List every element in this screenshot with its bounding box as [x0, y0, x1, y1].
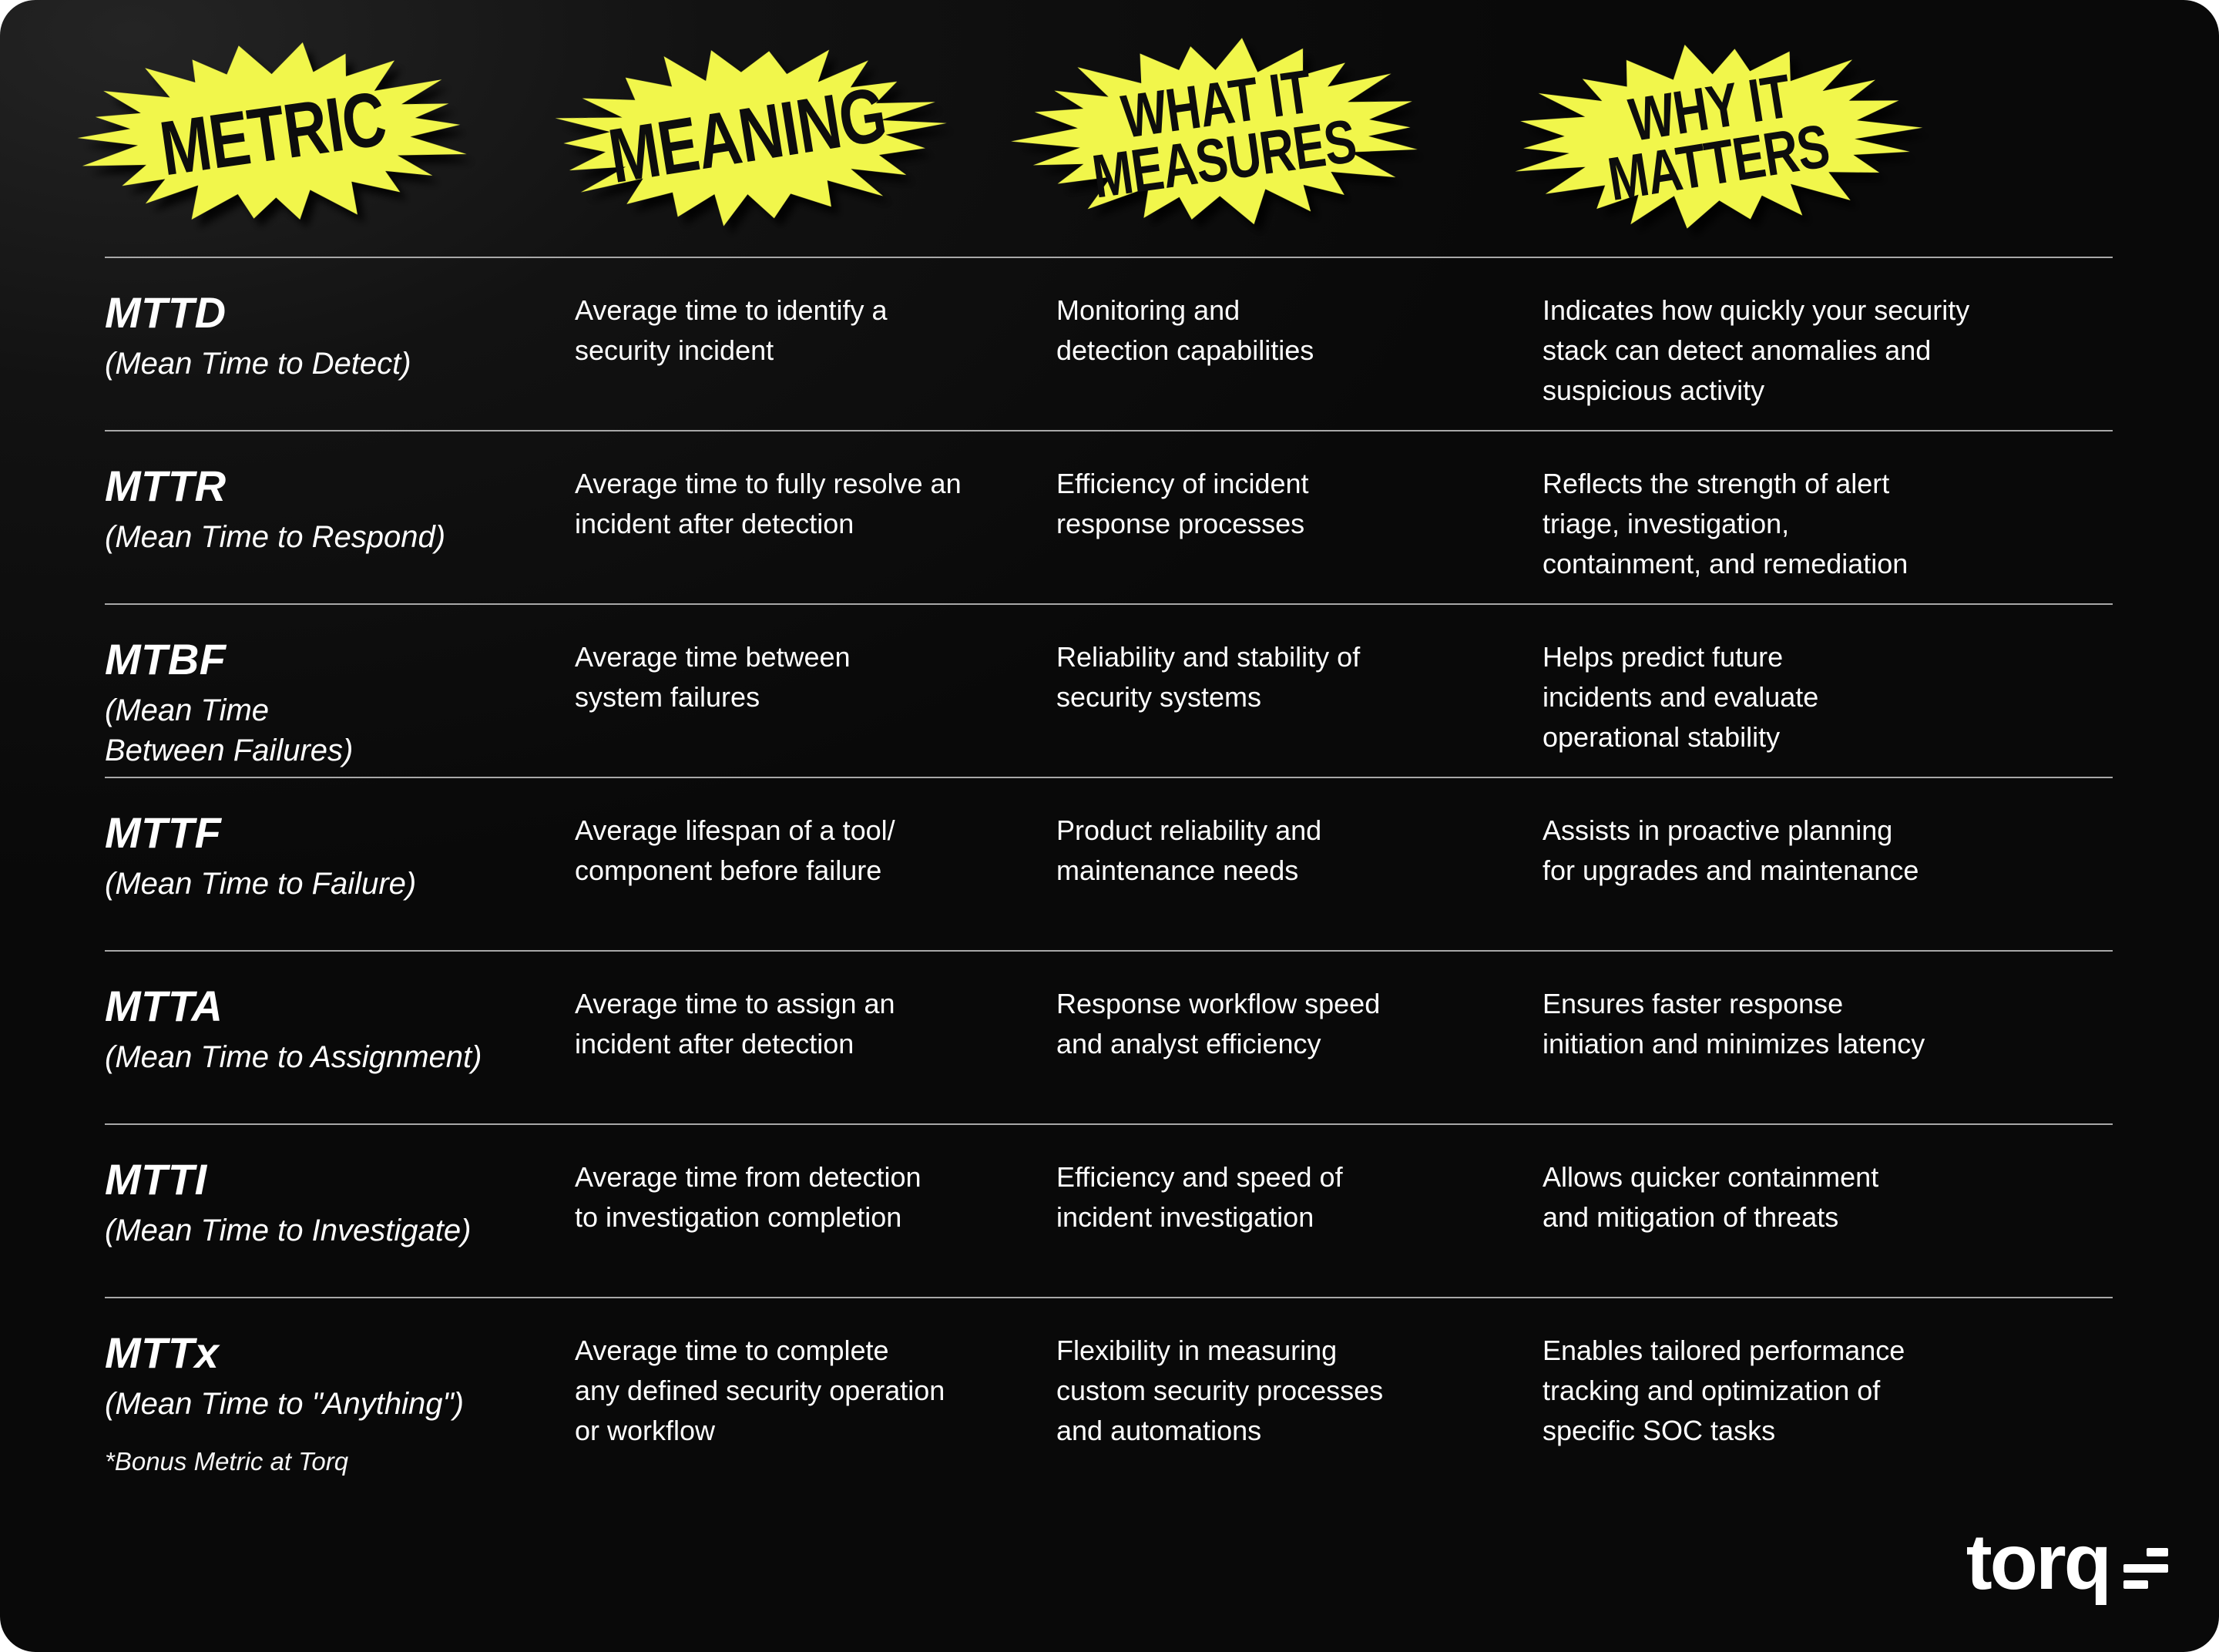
logo-bar [2147, 1547, 2168, 1556]
starburst-shape [1011, 38, 1418, 225]
metric-cell: MTTD (Mean Time to Detect) [105, 258, 575, 430]
header-burst-meaning: MEANING [539, 31, 955, 238]
torq-logo: torq [1966, 1523, 2168, 1607]
table-row-mttd: MTTD (Mean Time to Detect) Average time … [105, 257, 2113, 430]
metric-cell: MTBF (Mean Time Between Failures) [105, 605, 575, 777]
torq-logo-text: torq [1966, 1518, 2112, 1606]
header-burst-what-it-measures: WHAT IT MEASURES [1005, 28, 1436, 237]
metric-acronym: MTTA [105, 982, 223, 1030]
torq-logo-mark [2123, 1547, 2168, 1589]
metric-cell: MTTR (Mean Time to Respond) [105, 431, 575, 603]
meaning-cell: Average time to fully resolve an inciden… [575, 468, 962, 539]
header-burst-metric: METRIC [65, 32, 481, 235]
why-matters-cell: Assists in proactive planning for upgrad… [1543, 814, 1919, 886]
metric-full-name: (Mean Time to Investigate) [105, 1214, 472, 1248]
column-header-why-it-matters: WHY IT MATTERS [1603, 62, 1834, 214]
why-matters-cell: Ensures faster response initiation and m… [1543, 988, 1925, 1059]
measures-cell: Flexibility in measuring custom security… [1056, 1335, 1384, 1446]
meaning-cell: Average time between system failures [575, 641, 851, 713]
meaning-cell: Average time to identify a security inci… [575, 294, 888, 366]
table-row-mttf: MTTF (Mean Time to Failure) Average life… [105, 777, 2113, 950]
metric-acronym: MTTD [105, 288, 227, 337]
why-matters-cell: Helps predict future incidents and evalu… [1543, 641, 1819, 753]
measures-cell: Response workflow speed and analyst effi… [1056, 988, 1381, 1059]
logo-bar [2123, 1563, 2168, 1573]
measures-cell: Product reliability and maintenance need… [1056, 814, 1322, 886]
column-header-metric: METRIC [155, 74, 391, 193]
table-row-mttx: MTTx (Mean Time to "Anything") *Bonus Me… [105, 1297, 2113, 1559]
meaning-cell: Average time to complete any defined sec… [575, 1335, 945, 1446]
measures-cell: Efficiency of incident response processe… [1056, 468, 1309, 539]
metric-full-name: (Mean Time to Respond) [105, 520, 446, 555]
measures-cell: Efficiency and speed of incident investi… [1056, 1161, 1343, 1233]
logo-bar [2123, 1580, 2148, 1589]
metric-acronym: MTTI [105, 1155, 207, 1204]
metric-acronym: MTBF [105, 635, 227, 683]
table-row-mtbf: MTBF (Mean Time Between Failures) Averag… [105, 603, 2113, 777]
metric-full-name: (Mean Time to Detect) [105, 347, 411, 381]
metric-full-name: (Mean Time to Assignment) [105, 1040, 482, 1075]
metric-acronym: MTTx [105, 1328, 220, 1377]
measures-cell: Monitoring and detection capabilities [1056, 294, 1314, 366]
metric-acronym: MTTF [105, 808, 222, 857]
column-header-what-it-measures: WHAT IT MEASURES [1088, 58, 1361, 212]
table-row-mttr: MTTR (Mean Time to Respond) Average time… [105, 430, 2113, 603]
meaning-cell: Average lifespan of a tool/ component be… [575, 814, 895, 886]
metric-full-name: (Mean Time Between Failures) [105, 693, 354, 768]
starburst-shape [555, 49, 947, 227]
why-matters-cell: Indicates how quickly your security stac… [1543, 294, 1970, 406]
metrics-table: MTTD (Mean Time to Detect) Average time … [105, 257, 2113, 1559]
starburst-shape [77, 42, 467, 220]
metric-full-name: (Mean Time to Failure) [105, 867, 417, 902]
table-row-mtta: MTTA (Mean Time to Assignment) Average t… [105, 950, 2113, 1123]
bonus-note: *Bonus Metric at Torq [105, 1447, 349, 1476]
metric-cell: MTTA (Mean Time to Assignment) [105, 952, 575, 1123]
header-burst-why-it-matters: WHY IT MATTERS [1496, 29, 1932, 244]
metric-full-name: (Mean Time to "Anything") [105, 1387, 464, 1422]
why-matters-cell: Reflects the strength of alert triage, i… [1543, 468, 1908, 579]
metric-cell: MTTI (Mean Time to Investigate) [105, 1125, 575, 1297]
metric-cell: MTTF (Mean Time to Failure) [105, 778, 575, 950]
starburst-shape [1515, 45, 1923, 229]
meaning-cell: Average time from detection to investiga… [575, 1161, 922, 1233]
column-header-meaning: MEANING [603, 69, 892, 200]
metric-acronym: MTTR [105, 462, 227, 510]
why-matters-cell: Enables tailored performance tracking an… [1543, 1335, 1905, 1446]
table-row-mtti: MTTI (Mean Time to Investigate) Average … [105, 1123, 2113, 1297]
metric-cell: MTTx (Mean Time to "Anything") *Bonus Me… [105, 1298, 575, 1559]
measures-cell: Reliability and stability of security sy… [1056, 641, 1361, 713]
why-matters-cell: Allows quicker containment and mitigatio… [1543, 1161, 1879, 1233]
meaning-cell: Average time to assign an incident after… [575, 988, 895, 1059]
